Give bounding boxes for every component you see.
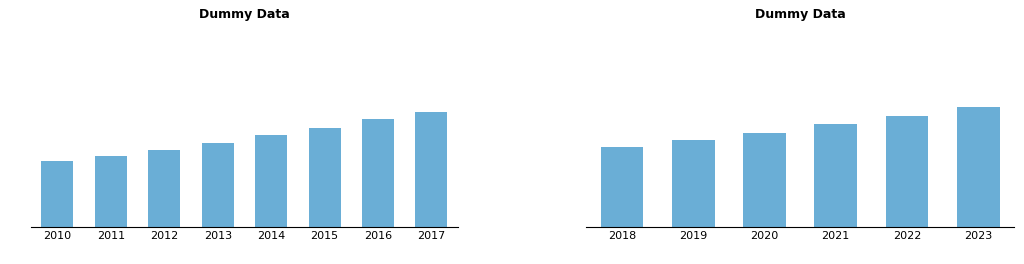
Bar [361,119,394,227]
Bar [743,133,785,227]
Text: Dummy Data: Dummy Data [755,8,846,21]
Bar [202,143,233,227]
Bar [956,107,999,227]
Bar [148,150,180,227]
Text: Dummy Data: Dummy Data [199,8,290,21]
Bar [601,147,643,227]
Bar [416,112,447,227]
Bar [886,116,929,227]
Bar [814,124,857,227]
Bar [255,135,287,227]
Bar [672,140,715,227]
Bar [308,128,341,227]
Bar [95,155,127,227]
Bar [41,161,74,227]
